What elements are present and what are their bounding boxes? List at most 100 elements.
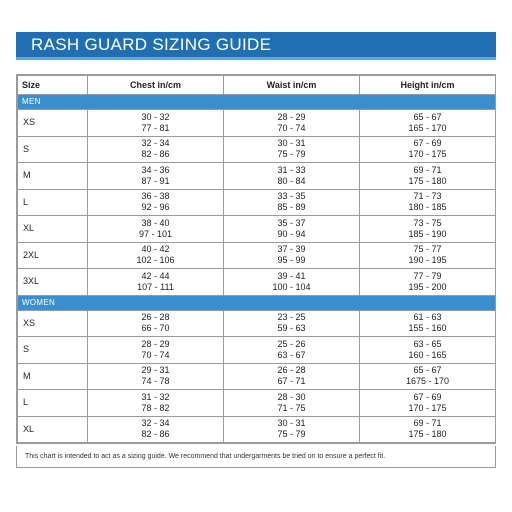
height-cell: 75 - 77 190 - 195 — [359, 241, 496, 269]
header-height: Height in/cm — [359, 75, 496, 95]
waist-cm: 95 - 99 — [277, 255, 306, 266]
height-cm: 185 - 190 — [408, 228, 447, 239]
waist-cell: 25 - 26 63 - 67 — [223, 336, 360, 364]
title-banner: RASH GUARD SIZING GUIDE — [16, 32, 496, 60]
chest-cell: 32 - 34 82 - 86 — [87, 135, 224, 163]
waist-inches: 30 - 31 — [277, 138, 306, 149]
waist-cm: 90 - 94 — [277, 228, 306, 239]
waist-cell: 31 - 33 80 - 84 — [223, 162, 360, 190]
table-row: S 28 - 29 70 - 74 25 - 26 63 - 67 63 - 65 160 … — [17, 336, 496, 364]
waist-cell: 30 - 31 75 - 79 — [223, 135, 360, 163]
waist-inches: 28 - 30 — [277, 391, 306, 402]
chest-cm: 102 - 106 — [136, 255, 175, 266]
header-size: Size — [17, 75, 88, 95]
chest-cell: 28 - 29 70 - 74 — [87, 336, 224, 364]
height-inches: 63 - 65 — [413, 338, 442, 349]
waist-cell: 28 - 29 70 - 74 — [223, 109, 360, 137]
waist-inches: 35 - 37 — [277, 217, 306, 228]
waist-cell: 35 - 37 90 - 94 — [223, 215, 360, 243]
height-cm: 155 - 160 — [408, 323, 447, 334]
height-inches: 67 - 69 — [413, 391, 442, 402]
size-cell: L — [17, 188, 88, 216]
size-cell: XL — [17, 415, 88, 443]
table-body: MEN XS 30 - 32 77 - 81 28 - 29 70 - 74 65 - 67… — [17, 94, 496, 443]
waist-inches: 30 - 31 — [277, 418, 306, 429]
chest-inches: 29 - 31 — [141, 365, 170, 376]
section-label: MEN — [17, 94, 496, 110]
waist-cm: 75 - 79 — [277, 429, 306, 440]
table-row: M 29 - 31 74 - 78 26 - 28 67 - 71 65 - 67 1675… — [17, 362, 496, 390]
waist-cm: 80 - 84 — [277, 175, 306, 186]
waist-cm: 71 - 75 — [277, 402, 306, 413]
waist-cell: 28 - 30 71 - 75 — [223, 389, 360, 417]
height-cell: 71 - 73 180 - 185 — [359, 188, 496, 216]
height-cell: 67 - 69 170 - 175 — [359, 135, 496, 163]
height-cm: 170 - 175 — [408, 402, 447, 413]
chest-inches: 38 - 40 — [141, 217, 170, 228]
waist-cell: 30 - 31 75 - 79 — [223, 415, 360, 443]
chest-inches: 34 - 36 — [141, 164, 170, 175]
table-row: XS 26 - 28 66 - 70 23 - 25 59 - 63 61 - 63 155… — [17, 309, 496, 337]
height-cell: 69 - 71 175 - 180 — [359, 415, 496, 443]
size-cell: M — [17, 162, 88, 190]
chest-cm: 78 - 82 — [141, 402, 170, 413]
section-label: WOMEN — [17, 294, 496, 311]
height-inches: 65 - 67 — [413, 365, 442, 376]
height-inches: 73 - 75 — [413, 217, 442, 228]
waist-cm: 67 - 71 — [277, 376, 306, 387]
height-cm: 170 - 175 — [408, 149, 447, 160]
chest-cell: 32 - 34 82 - 86 — [87, 415, 224, 443]
size-cell: M — [17, 362, 88, 390]
height-cm: 1675 - 170 — [405, 376, 450, 387]
chest-cell: 40 - 42 102 - 106 — [87, 241, 224, 269]
size-cell: XS — [17, 109, 88, 137]
height-inches: 65 - 67 — [413, 111, 442, 122]
height-inches: 75 - 77 — [413, 244, 442, 255]
height-cm: 180 - 185 — [408, 202, 447, 213]
waist-cell: 23 - 25 59 - 63 — [223, 309, 360, 337]
size-cell: XS — [17, 309, 88, 337]
height-cell: 63 - 65 160 - 165 — [359, 336, 496, 364]
table-row: M 34 - 36 87 - 91 31 - 33 80 - 84 69 - 71 175 … — [17, 162, 496, 190]
waist-cell: 37 - 39 95 - 99 — [223, 241, 360, 269]
waist-inches: 31 - 33 — [277, 164, 306, 175]
waist-inches: 37 - 39 — [277, 244, 306, 255]
table-row: 2XL 40 - 42 102 - 106 37 - 39 95 - 99 75 - 77… — [17, 241, 496, 269]
height-inches: 77 - 79 — [413, 270, 442, 281]
chest-cell: 31 - 32 78 - 82 — [87, 389, 224, 417]
size-cell: XL — [17, 215, 88, 243]
table-row: XL 38 - 40 97 - 101 35 - 37 90 - 94 73 - 75 18… — [17, 215, 496, 243]
section-row: MEN — [17, 94, 496, 110]
height-inches: 61 - 63 — [413, 312, 442, 323]
waist-cm: 75 - 79 — [277, 149, 306, 160]
header-waist: Waist in/cm — [223, 75, 360, 95]
chest-inches: 30 - 32 — [141, 111, 170, 122]
chest-inches: 32 - 34 — [141, 418, 170, 429]
waist-cell: 33 - 35 85 - 89 — [223, 188, 360, 216]
waist-cm: 70 - 74 — [277, 122, 306, 133]
table-row: 3XL 42 - 44 107 - 111 39 - 41 100 - 104 77 - … — [17, 268, 496, 296]
size-cell: 3XL — [17, 268, 88, 296]
table-row: XL 32 - 34 82 - 86 30 - 31 75 - 79 69 - 71 175… — [17, 415, 496, 443]
footer-note: This chart is intended to act as a sizin… — [16, 446, 496, 468]
waist-inches: 33 - 35 — [277, 191, 306, 202]
header-row: Size Chest in/cm Waist in/cm Height in/c… — [17, 75, 496, 95]
waist-inches: 23 - 25 — [277, 312, 306, 323]
size-cell: S — [17, 336, 88, 364]
chest-inches: 28 - 29 — [141, 338, 170, 349]
size-cell: 2XL — [17, 241, 88, 269]
chest-cell: 26 - 28 66 - 70 — [87, 309, 224, 337]
table-row: L 36 - 38 92 - 96 33 - 35 85 - 89 71 - 73 180 … — [17, 188, 496, 216]
waist-inches: 28 - 29 — [277, 111, 306, 122]
section-row: WOMEN — [17, 294, 496, 311]
height-cell: 65 - 67 1675 - 170 — [359, 362, 496, 390]
chest-cell: 38 - 40 97 - 101 — [87, 215, 224, 243]
height-inches: 69 - 71 — [413, 164, 442, 175]
header-chest: Chest in/cm — [87, 75, 224, 95]
chest-cm: 70 - 74 — [141, 349, 170, 360]
height-cell: 67 - 69 170 - 175 — [359, 389, 496, 417]
table-row: XS 30 - 32 77 - 81 28 - 29 70 - 74 65 - 67 165… — [17, 109, 496, 137]
height-cm: 195 - 200 — [408, 281, 447, 292]
chest-inches: 32 - 34 — [141, 138, 170, 149]
chest-inches: 26 - 28 — [141, 312, 170, 323]
